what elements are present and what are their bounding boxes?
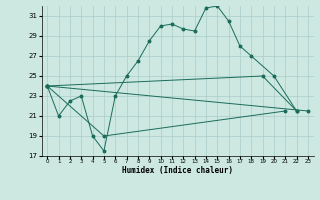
X-axis label: Humidex (Indice chaleur): Humidex (Indice chaleur) [122, 166, 233, 175]
